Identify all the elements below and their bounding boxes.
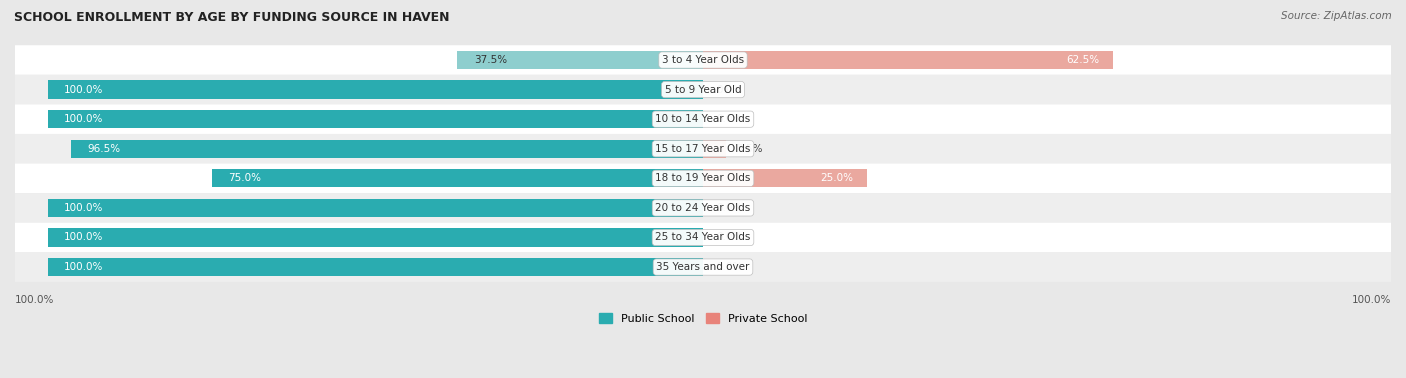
Text: 5 to 9 Year Old: 5 to 9 Year Old [665, 85, 741, 94]
FancyBboxPatch shape [15, 164, 1391, 193]
Bar [457, 51, 703, 69]
Text: 15 to 17 Year Olds: 15 to 17 Year Olds [655, 144, 751, 154]
Text: 18 to 19 Year Olds: 18 to 19 Year Olds [655, 174, 751, 183]
Text: 100.0%: 100.0% [1351, 294, 1391, 305]
FancyBboxPatch shape [15, 223, 1391, 252]
Bar [703, 169, 868, 187]
Text: 0.0%: 0.0% [716, 85, 742, 94]
Bar [703, 51, 1112, 69]
Bar [48, 228, 703, 247]
Legend: Public School, Private School: Public School, Private School [595, 309, 811, 328]
Text: 35 Years and over: 35 Years and over [657, 262, 749, 272]
Text: 25 to 34 Year Olds: 25 to 34 Year Olds [655, 232, 751, 242]
Text: 100.0%: 100.0% [65, 114, 104, 124]
Text: 100.0%: 100.0% [65, 203, 104, 213]
Bar [48, 81, 703, 99]
Bar [211, 169, 703, 187]
Text: 100.0%: 100.0% [65, 232, 104, 242]
Text: 62.5%: 62.5% [1066, 55, 1099, 65]
FancyBboxPatch shape [15, 104, 1391, 134]
Text: 10 to 14 Year Olds: 10 to 14 Year Olds [655, 114, 751, 124]
Text: 0.0%: 0.0% [716, 203, 742, 213]
Text: 100.0%: 100.0% [65, 262, 104, 272]
Text: 3 to 4 Year Olds: 3 to 4 Year Olds [662, 55, 744, 65]
Bar [48, 258, 703, 276]
FancyBboxPatch shape [15, 252, 1391, 282]
Text: 96.5%: 96.5% [87, 144, 120, 154]
Text: 0.0%: 0.0% [716, 232, 742, 242]
Text: SCHOOL ENROLLMENT BY AGE BY FUNDING SOURCE IN HAVEN: SCHOOL ENROLLMENT BY AGE BY FUNDING SOUR… [14, 11, 450, 24]
Bar [48, 199, 703, 217]
Text: 37.5%: 37.5% [474, 55, 506, 65]
Text: 20 to 24 Year Olds: 20 to 24 Year Olds [655, 203, 751, 213]
Text: 0.0%: 0.0% [716, 262, 742, 272]
FancyBboxPatch shape [15, 134, 1391, 164]
Text: 100.0%: 100.0% [15, 294, 55, 305]
Bar [48, 110, 703, 129]
Text: 100.0%: 100.0% [65, 85, 104, 94]
Bar [703, 139, 725, 158]
Text: 75.0%: 75.0% [228, 174, 262, 183]
Bar [70, 139, 703, 158]
FancyBboxPatch shape [15, 75, 1391, 104]
FancyBboxPatch shape [15, 193, 1391, 223]
Text: 0.0%: 0.0% [716, 114, 742, 124]
Text: 25.0%: 25.0% [821, 174, 853, 183]
Text: 3.5%: 3.5% [735, 144, 762, 154]
FancyBboxPatch shape [15, 45, 1391, 75]
Text: Source: ZipAtlas.com: Source: ZipAtlas.com [1281, 11, 1392, 21]
